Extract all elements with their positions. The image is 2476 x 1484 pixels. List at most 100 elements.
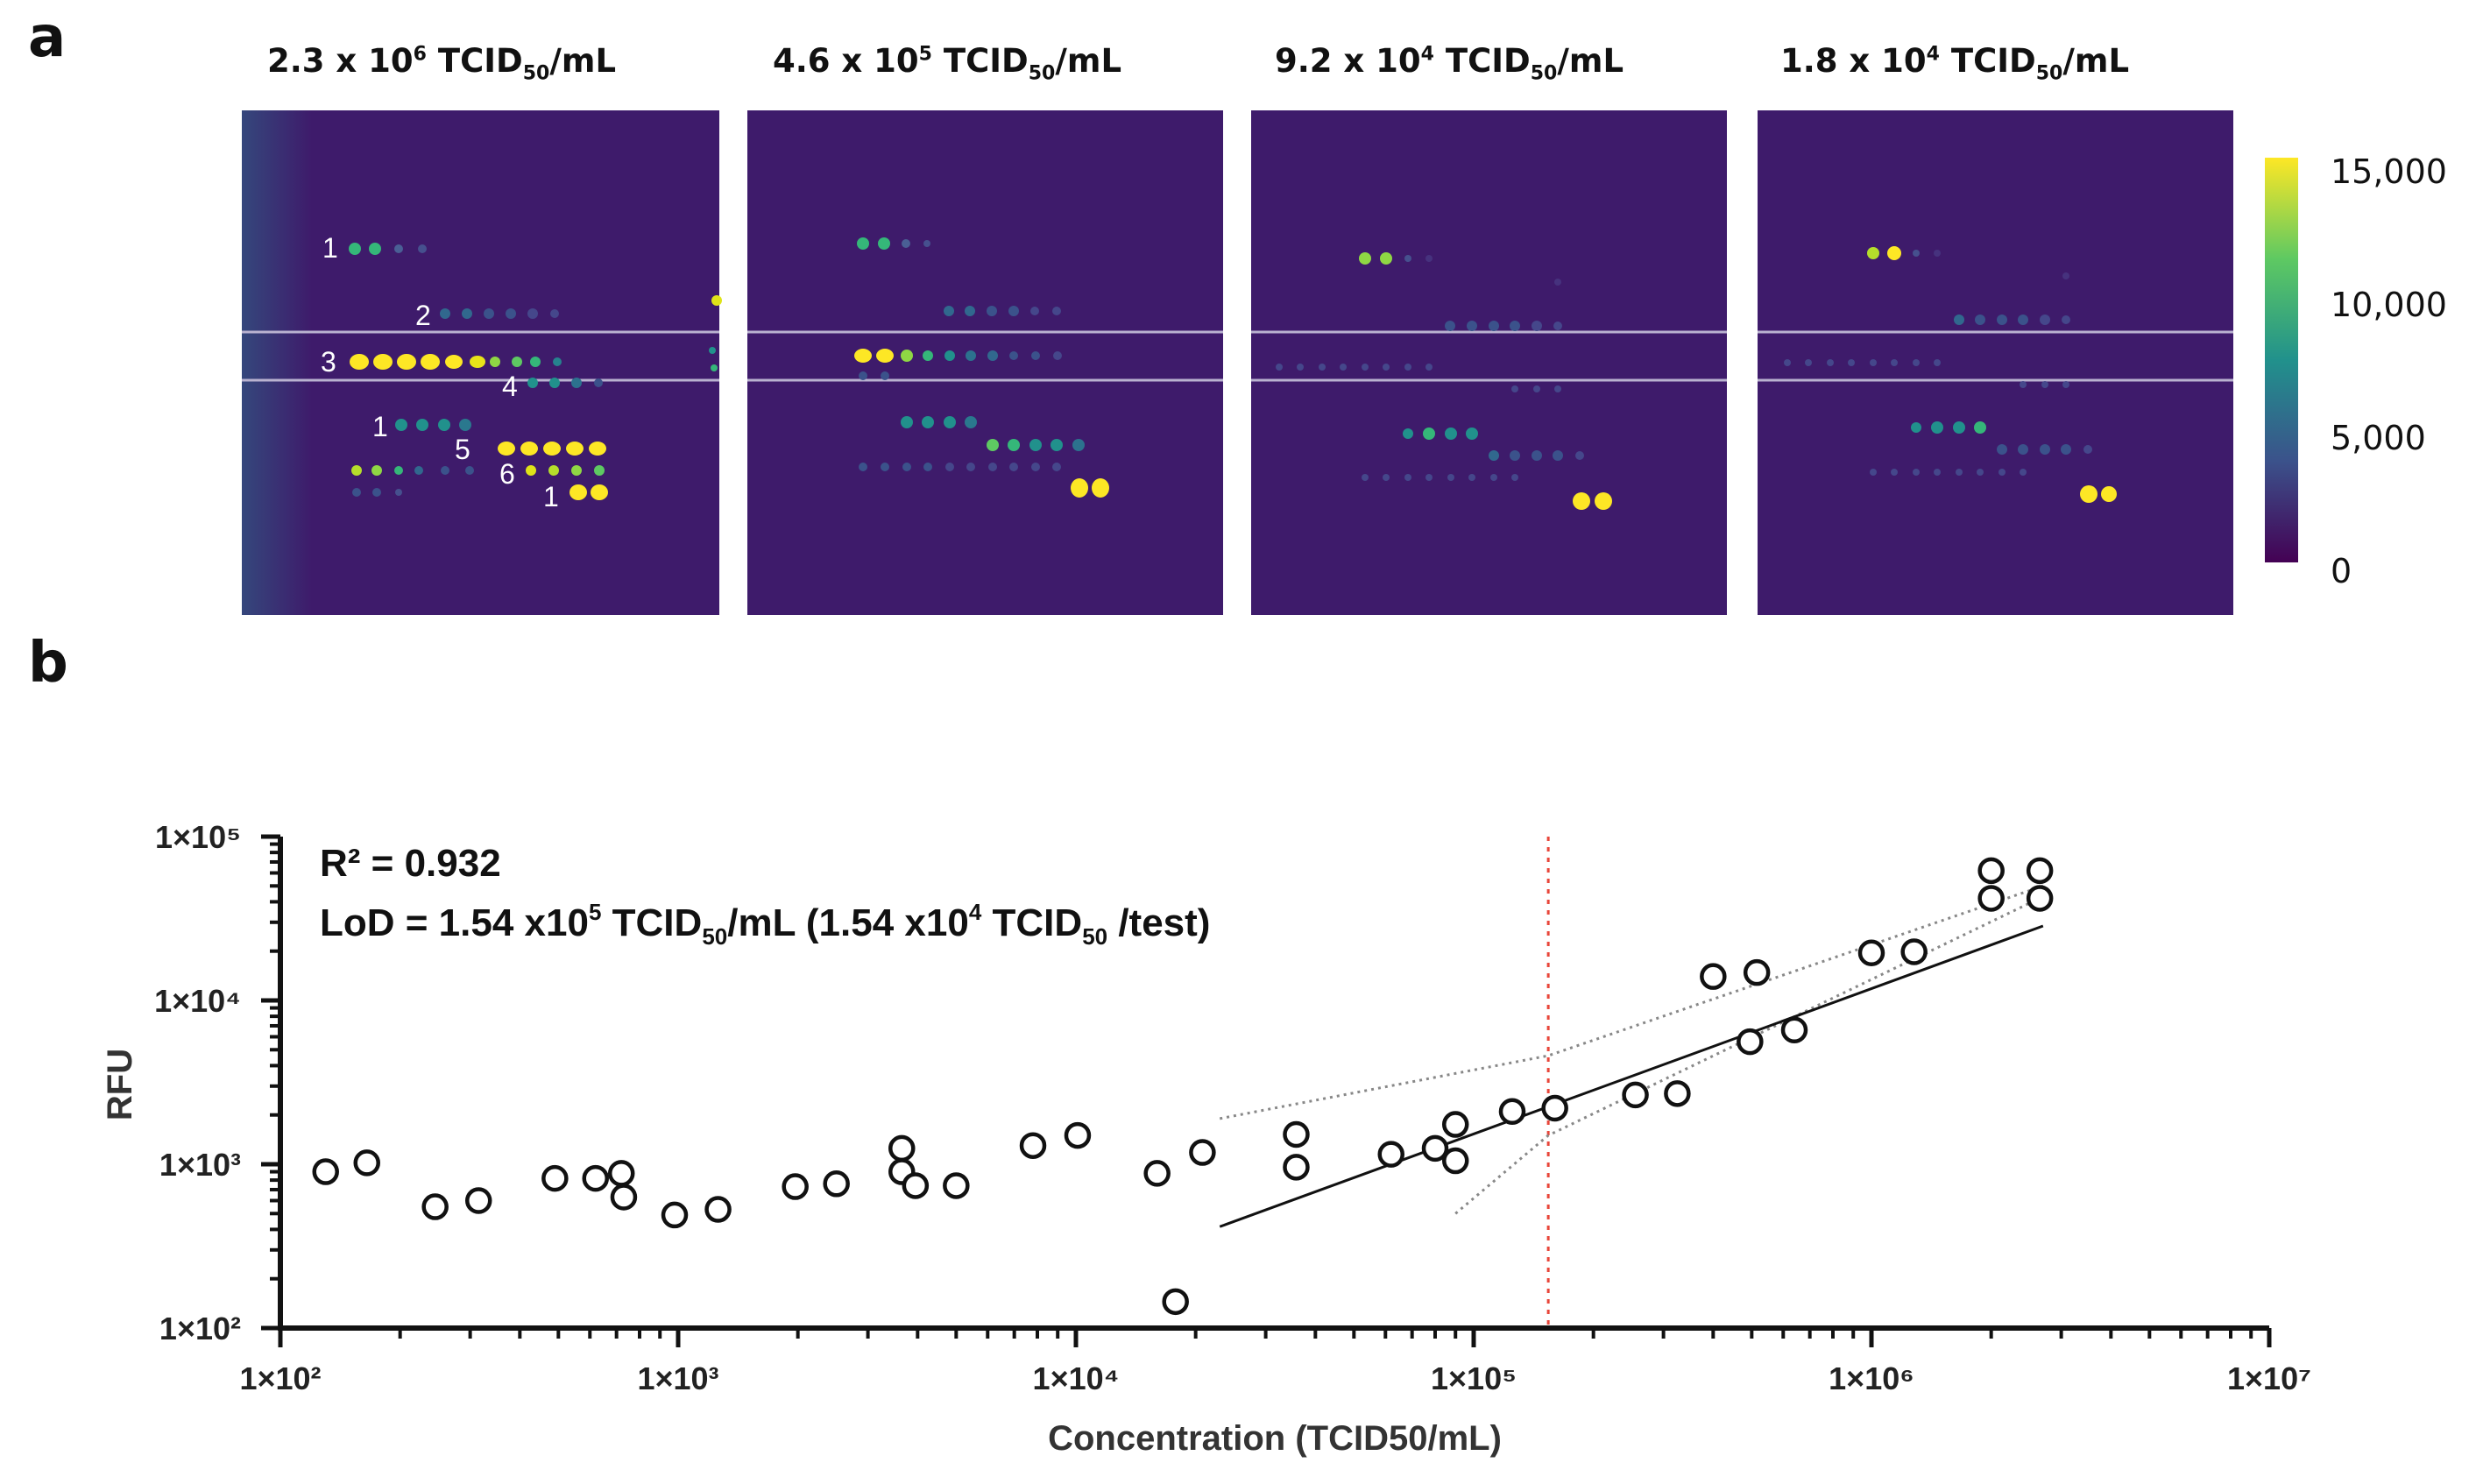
data-point [2026, 857, 2054, 885]
data-point [1977, 885, 2005, 912]
spot-label: 1 [322, 232, 338, 264]
data-point [1541, 1094, 1568, 1122]
data-point [464, 1187, 492, 1214]
data-point [1900, 938, 1928, 965]
y-tick-label: 1×10⁵ [155, 819, 241, 855]
x-tick-label: 1×10⁴ [1033, 1360, 1120, 1396]
fluorescence-image-1 [242, 110, 722, 615]
fit-line [1219, 924, 2044, 1228]
ticks [261, 834, 2272, 1347]
spot-row-8 [352, 484, 608, 500]
colorbar [2265, 158, 2298, 562]
spot-row-3 [350, 354, 562, 370]
image-title-1: 2.3 x 106 TCID50/mL [267, 42, 617, 85]
spot-row-4 [859, 371, 889, 380]
y-axis-label: RFU [101, 1049, 139, 1120]
image-title-4: 1.8 x 104 TCID50/mL [1780, 42, 2130, 85]
spot-row-7 [859, 463, 1061, 471]
data-point [541, 1164, 569, 1192]
data-point [1743, 958, 1771, 986]
data-point [1189, 1139, 1216, 1166]
fluorescence-images: 1 2 3 4 1 5 6 1 [242, 110, 2298, 615]
spot-row-5 [395, 419, 471, 431]
data-point [1283, 1154, 1310, 1181]
spot-label: 1 [372, 411, 388, 442]
spot-row-4 [1511, 385, 1561, 392]
spot-row-8 [1573, 492, 1612, 510]
data-point [1977, 857, 2005, 885]
data-point [1780, 1016, 1808, 1043]
spot-row-2 [1954, 272, 2070, 325]
spot-labels: 1 2 3 4 1 5 6 1 [321, 232, 559, 512]
image-title-3: 9.2 x 104 TCID50/mL [1275, 42, 1624, 85]
lod-annotation: LoD = 1.54 x105 TCID50/mL (1.54 x104 TCI… [320, 899, 1210, 950]
data-point [1064, 1121, 1092, 1149]
spot-row-3 [1784, 359, 1941, 366]
data-point [1700, 963, 1727, 990]
data-point [1664, 1080, 1691, 1107]
image-title-2: 4.6 x 105 TCID50/mL [773, 42, 1122, 85]
spot-row-6 [1489, 450, 1584, 461]
confidence-band [1219, 884, 2044, 1215]
spot-row-1 [1867, 246, 1941, 260]
data-point [582, 1164, 609, 1192]
data-point [902, 1172, 930, 1199]
spot-row-7 [1870, 469, 2027, 476]
data-point [943, 1172, 970, 1199]
data-point [1622, 1081, 1649, 1109]
r2-annotation: R² = 0.932 [320, 842, 501, 885]
x-tick-label: 1×10³ [637, 1360, 718, 1396]
fluorescence-image-4 [1758, 110, 2233, 615]
data-point [704, 1196, 732, 1223]
panel-a-letter: a [28, 5, 67, 70]
data-point [1143, 1160, 1171, 1187]
axes [278, 837, 2269, 1331]
spot-row-1 [349, 243, 427, 255]
spot-row-1 [857, 237, 930, 250]
y-tick-label: 1×10² [159, 1311, 241, 1346]
spot-row-2 [440, 308, 559, 319]
data-point [823, 1170, 850, 1198]
spot-row-5 [1911, 421, 1986, 434]
panel-b-letter: b [28, 631, 68, 696]
spot-label: 5 [455, 434, 470, 465]
colorbar-tick: 5,000 [2331, 419, 2426, 457]
spot-row-1 [1359, 252, 1433, 265]
tick-labels: 1×10² 1×10³ 1×10⁴ 1×10⁵ 1×10⁶ 1×10⁷ 1×10… [154, 819, 2311, 1396]
data-point [1162, 1288, 1189, 1316]
data-point [661, 1201, 689, 1229]
data-point [1441, 1111, 1469, 1138]
colorbar-tick: 0 [2331, 552, 2352, 590]
data-point [1283, 1120, 1310, 1148]
data-point [607, 1160, 635, 1187]
spot-label: 3 [321, 346, 336, 378]
data-point [1441, 1147, 1469, 1175]
data-point [312, 1158, 339, 1185]
spot-row-4 [527, 378, 603, 388]
spot-label: 2 [415, 300, 431, 331]
data-point [2026, 885, 2054, 912]
x-tick-label: 1×10⁷ [2227, 1360, 2311, 1396]
confidence-band-lower [1454, 895, 2044, 1215]
data-point [1498, 1098, 1526, 1125]
data-point [610, 1184, 638, 1211]
spot-row-6 [987, 439, 1085, 451]
data-point [421, 1193, 449, 1220]
spot-row-7 [1362, 474, 1518, 481]
fluorescence-image-2 [747, 110, 1223, 615]
colorbar-tick: 15,000 [2331, 152, 2447, 191]
data-point [353, 1149, 380, 1177]
data-point [1377, 1141, 1404, 1168]
colorbar-tick: 10,000 [2331, 286, 2447, 324]
scatter-chart: 1×10² 1×10³ 1×10⁴ 1×10⁵ 1×10⁶ 1×10⁷ 1×10… [101, 819, 2311, 1458]
data-point [1421, 1134, 1449, 1162]
data-point [782, 1173, 809, 1200]
spot-row-3 [1276, 364, 1433, 371]
spot-row-5 [901, 416, 977, 428]
data-point [1857, 939, 1885, 967]
spot-label: 6 [499, 458, 515, 490]
fluorescence-image-3 [1251, 110, 1727, 615]
x-tick-label: 1×10⁶ [1829, 1360, 1914, 1396]
data-point [1737, 1028, 1764, 1056]
data-point [1019, 1132, 1047, 1159]
